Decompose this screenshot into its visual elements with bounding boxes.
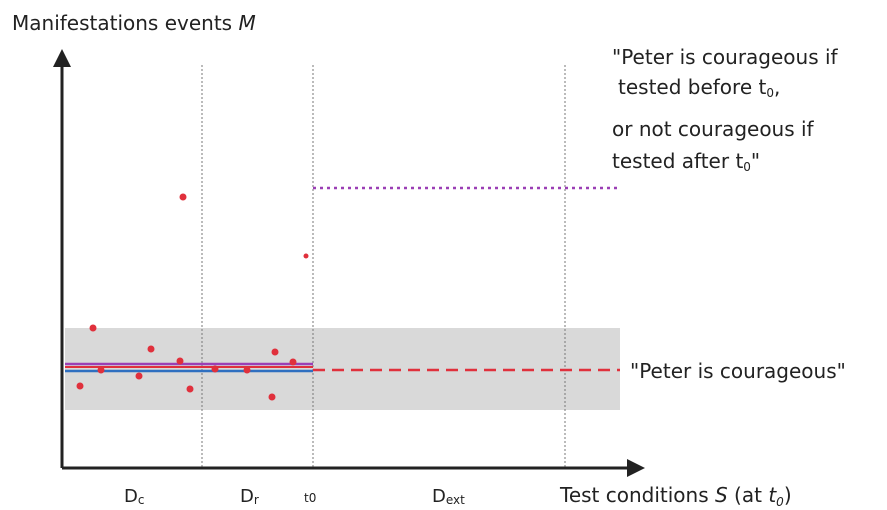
sub: 0 bbox=[309, 491, 317, 505]
dot bbox=[97, 366, 105, 374]
dot bbox=[211, 365, 219, 373]
dot bbox=[186, 385, 194, 393]
text: tested before t bbox=[618, 75, 766, 99]
dot bbox=[179, 193, 187, 201]
dot bbox=[303, 253, 309, 259]
annotation-line: "Peter is courageous if bbox=[612, 45, 839, 69]
text: t bbox=[304, 491, 309, 505]
dot bbox=[289, 358, 297, 366]
sub: ext bbox=[446, 493, 465, 507]
annotation-line: tested before t0, bbox=[618, 75, 780, 100]
text: D bbox=[432, 486, 446, 507]
dot bbox=[176, 357, 184, 365]
annotation-line: tested after t0" bbox=[612, 149, 760, 174]
region-label: Dext bbox=[432, 486, 465, 507]
text: (at bbox=[728, 483, 769, 507]
symbol: S bbox=[715, 483, 728, 507]
sub: 0 bbox=[743, 160, 751, 174]
symbol: t bbox=[768, 483, 777, 507]
dot bbox=[89, 324, 97, 332]
text: D bbox=[240, 486, 254, 507]
region-label: Dc bbox=[124, 486, 144, 507]
dot bbox=[147, 345, 155, 353]
dividers bbox=[201, 65, 566, 468]
symbol: M bbox=[238, 11, 255, 35]
text: " bbox=[751, 149, 760, 173]
y-axis-label: Manifestations events M bbox=[12, 11, 256, 35]
sub: 0 bbox=[776, 495, 784, 509]
annotation-constant: "Peter is courageous" bbox=[630, 359, 846, 383]
region-label: t0 bbox=[304, 491, 316, 505]
dot bbox=[243, 366, 251, 374]
label: Manifestations events bbox=[12, 11, 238, 35]
sub: c bbox=[138, 493, 145, 507]
sub: r bbox=[254, 493, 259, 507]
text: ) bbox=[784, 483, 792, 507]
text: D bbox=[124, 486, 138, 507]
text: tested after t bbox=[612, 149, 743, 173]
region-label: Dr bbox=[240, 486, 259, 507]
dot bbox=[271, 348, 279, 356]
annotation-line: or not courageous if bbox=[612, 117, 815, 141]
text: , bbox=[774, 75, 780, 99]
sub: 0 bbox=[766, 86, 774, 100]
label: Test conditions bbox=[559, 483, 715, 507]
dot bbox=[268, 393, 276, 401]
x-axis-label: Test conditions S (at t0) bbox=[559, 483, 792, 509]
dot bbox=[135, 372, 143, 380]
dot bbox=[76, 382, 84, 390]
observations bbox=[76, 193, 309, 401]
